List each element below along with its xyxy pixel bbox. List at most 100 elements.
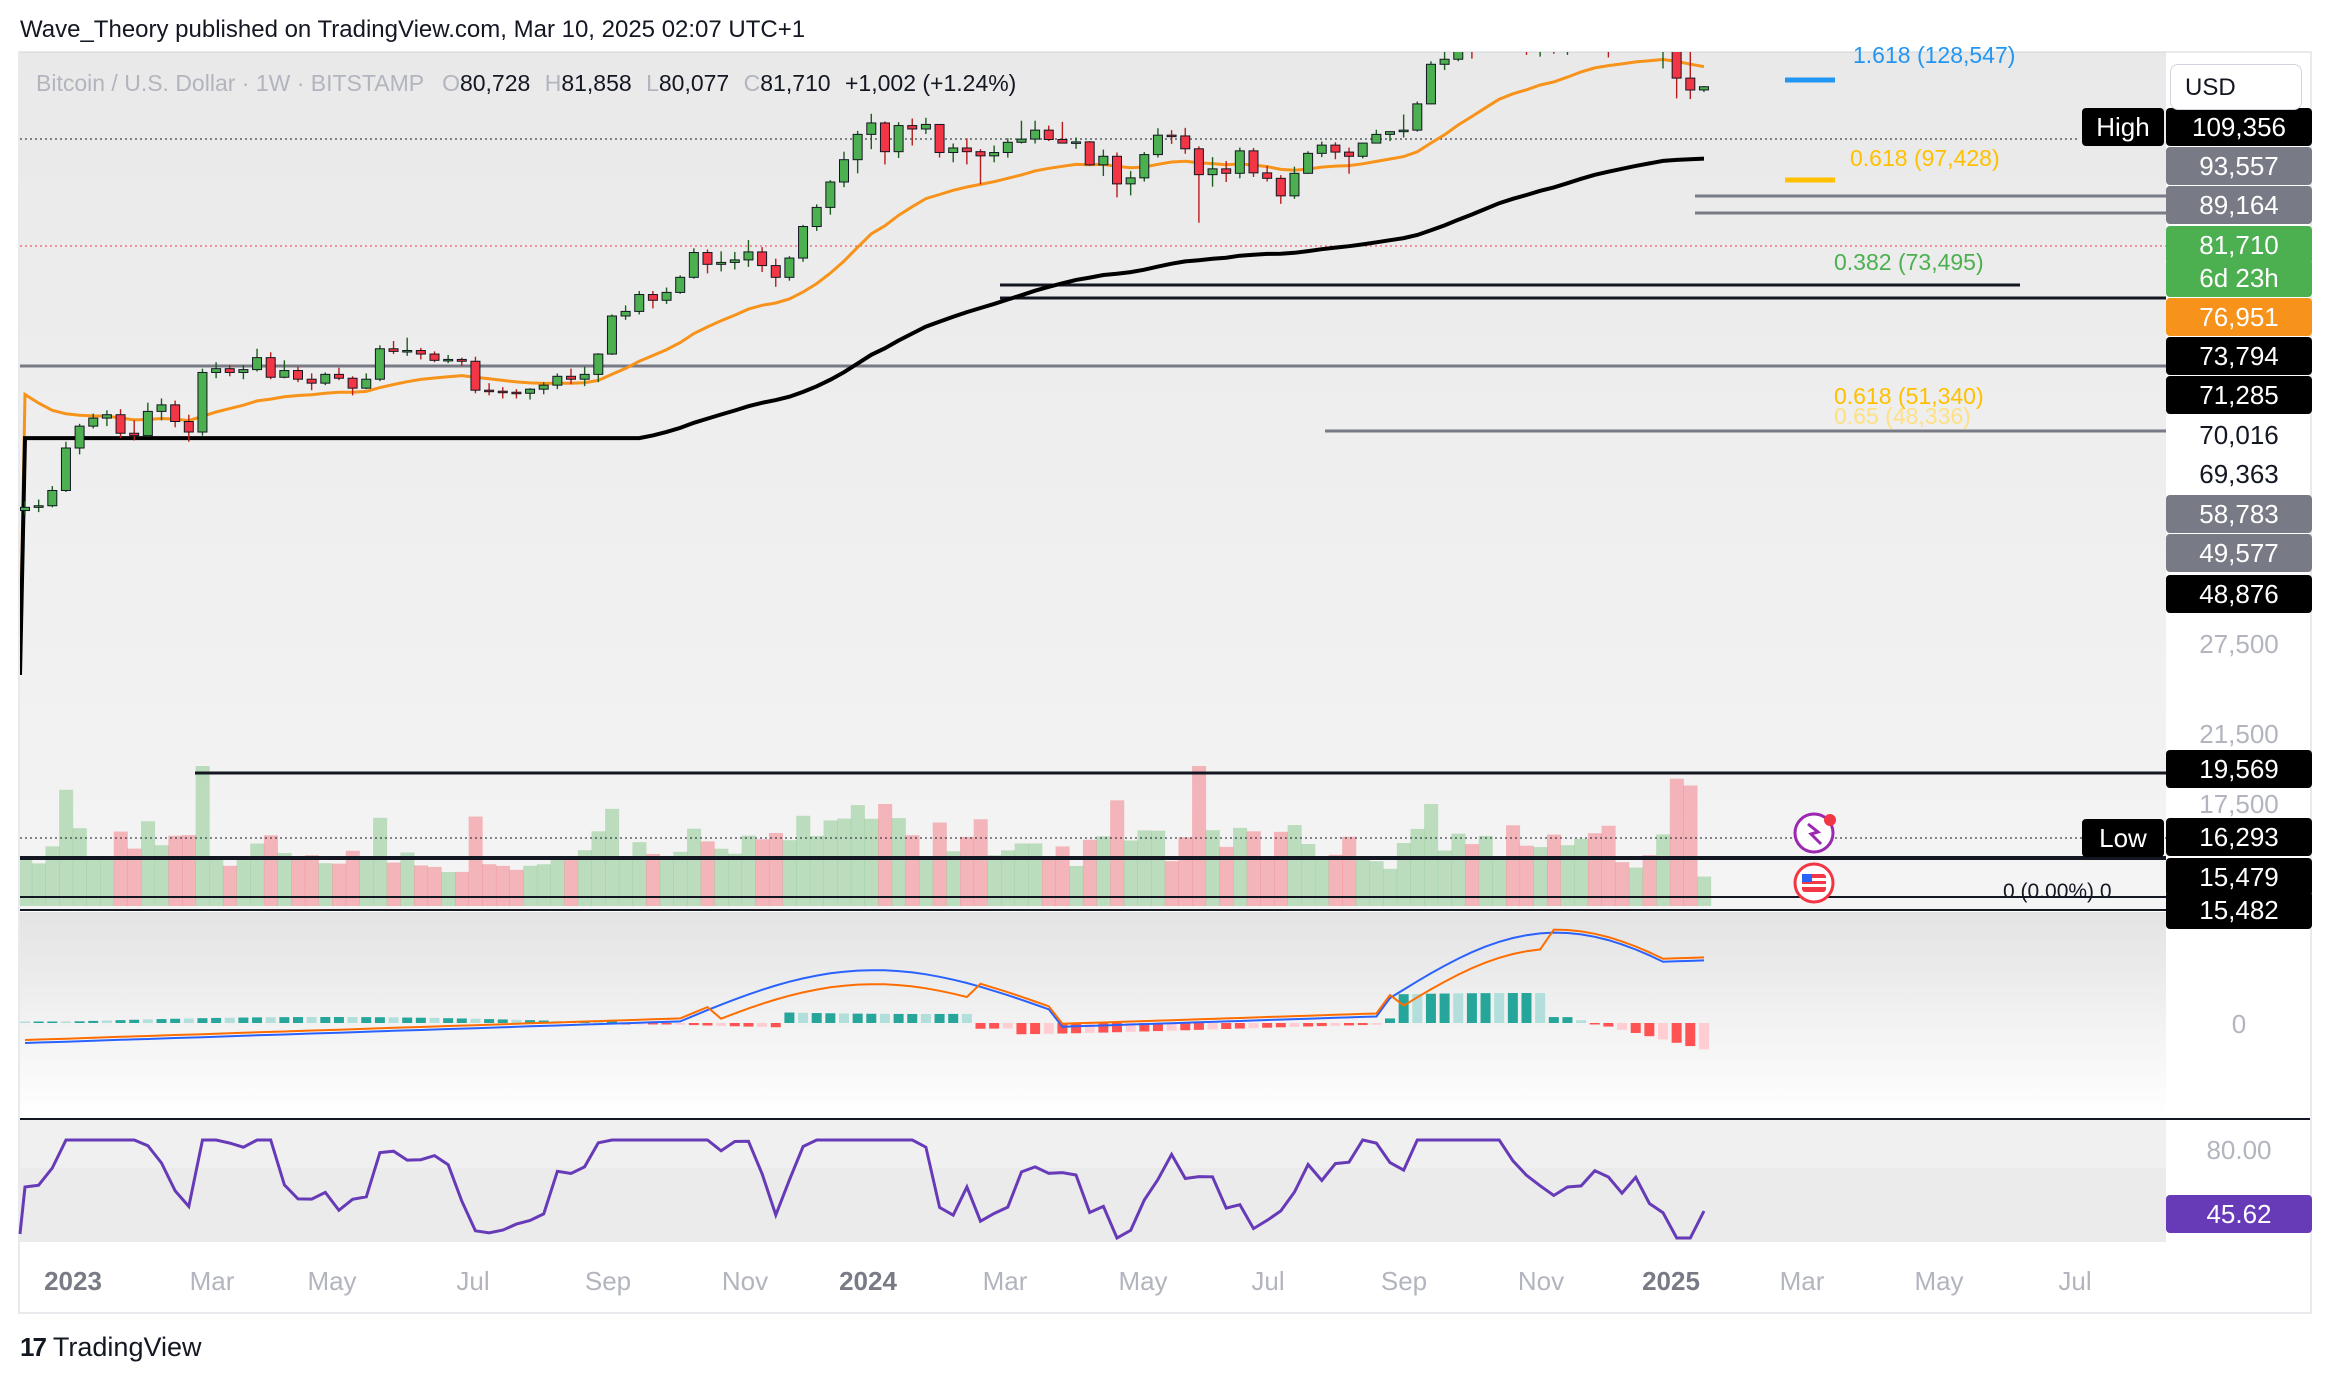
candle-body[interactable] (443, 358, 454, 362)
candle-body[interactable] (265, 357, 276, 378)
candle-body[interactable] (183, 421, 194, 433)
candle-body[interactable] (402, 350, 413, 353)
candle-body[interactable] (1549, 37, 1558, 48)
candle-body[interactable] (197, 371, 208, 433)
candle-body[interactable] (1166, 134, 1177, 138)
candle-body[interactable] (606, 315, 617, 355)
candle-body[interactable] (1398, 129, 1409, 133)
candle-body[interactable] (1016, 138, 1027, 143)
candle-body[interactable] (470, 360, 481, 391)
candle-body[interactable] (975, 151, 986, 157)
candle-body[interactable] (879, 122, 890, 153)
candle-body[interactable] (1289, 172, 1300, 197)
candle-body[interactable] (88, 417, 99, 427)
candle-body[interactable] (920, 123, 931, 130)
candle-body[interactable] (211, 368, 222, 373)
candle-body[interactable] (238, 369, 249, 373)
time-axis[interactable]: 2023 Mar May Jul Sep Nov 2024 Mar May Jul Sep Nov 20… (44, 1266, 2092, 1296)
candle-body[interactable] (1453, 38, 1464, 60)
candle-body[interactable] (1234, 150, 1245, 174)
candle-body[interactable] (1536, 37, 1545, 49)
signal-line[interactable] (24, 928, 1705, 1041)
candle-body[interactable] (675, 276, 686, 293)
candle-body[interactable] (989, 152, 1000, 157)
candle-body[interactable] (1248, 150, 1259, 174)
candle-body[interactable] (293, 370, 303, 380)
candle-body[interactable] (1467, 38, 1476, 40)
candle-body[interactable] (129, 432, 140, 437)
candle-body[interactable] (156, 404, 167, 412)
candle-body[interactable] (1303, 152, 1314, 174)
candle-body[interactable] (279, 370, 290, 378)
candle-body[interactable] (1002, 141, 1013, 154)
candle-body[interactable] (1425, 63, 1436, 105)
candle-body[interactable] (1371, 133, 1382, 144)
candle-body[interactable] (866, 122, 877, 135)
candle-body[interactable] (1071, 141, 1082, 144)
candle-body[interactable] (1098, 155, 1109, 166)
candle-body[interactable] (1125, 177, 1136, 185)
candle-body[interactable] (1385, 131, 1395, 135)
candle-body[interactable] (1563, 30, 1572, 48)
candle-body[interactable] (361, 378, 372, 389)
candle-body[interactable] (224, 368, 235, 373)
ema-fast-line[interactable] (20, 57, 1705, 658)
candle-body[interactable] (525, 388, 536, 394)
candle-body[interactable] (893, 125, 904, 153)
rsi-line[interactable] (18, 1138, 1706, 1241)
candle-body[interactable] (484, 389, 495, 393)
candle-body[interactable] (784, 257, 795, 278)
candle-body[interactable] (33, 505, 44, 508)
candle-body[interactable] (252, 357, 263, 371)
candle-body[interactable] (593, 353, 604, 375)
candle-body[interactable] (1590, 21, 1599, 27)
candle-body[interactable] (948, 147, 959, 154)
candle-body[interactable] (1645, 39, 1654, 44)
candle-body[interactable] (552, 375, 563, 386)
candle-body[interactable] (961, 147, 972, 153)
candle-body[interactable] (60, 447, 71, 491)
candle-body[interactable] (688, 252, 699, 278)
candle-body[interactable] (907, 125, 918, 130)
candle-body[interactable] (47, 489, 58, 507)
candle-body[interactable] (729, 259, 740, 263)
candle-body[interactable] (1221, 168, 1232, 174)
candle-body[interactable] (1084, 141, 1095, 166)
candle-body[interactable] (647, 294, 658, 301)
candle-body[interactable] (511, 391, 522, 395)
candle-body[interactable] (1671, 44, 1682, 79)
candle-body[interactable] (142, 410, 153, 437)
candle-body[interactable] (74, 425, 85, 449)
candle-body[interactable] (1631, 39, 1640, 42)
candle-body[interactable] (1357, 142, 1368, 157)
candle-body[interactable] (1152, 134, 1163, 156)
candle-body[interactable] (702, 252, 713, 265)
candle-body[interactable] (374, 348, 385, 380)
candle-body[interactable] (1275, 177, 1286, 197)
candle-body[interactable] (1330, 144, 1341, 153)
candle-body[interactable] (170, 404, 181, 423)
ema-slow-line[interactable] (20, 156, 1705, 676)
candle-body[interactable] (716, 261, 727, 265)
candle-body[interactable] (1043, 129, 1054, 140)
currency-button[interactable]: USD (2170, 64, 2302, 110)
candle-body[interactable] (1604, 27, 1613, 40)
candle-body[interactable] (1495, 22, 1504, 30)
candle-body[interactable] (661, 291, 672, 301)
candles[interactable] (20, 9, 1709, 516)
candle-body[interactable] (1412, 103, 1423, 131)
candle-body[interactable] (333, 373, 344, 379)
candle-body[interactable] (1659, 44, 1668, 46)
candle-body[interactable] (852, 133, 863, 161)
candle-body[interactable] (757, 251, 768, 267)
candle-body[interactable] (320, 373, 331, 384)
candle-body[interactable] (1316, 144, 1327, 154)
candle-body[interactable] (456, 358, 467, 362)
tradingview-footer[interactable]: 17 TradingView (20, 1332, 202, 1363)
event-icons[interactable] (1793, 812, 1836, 904)
candle-body[interactable] (770, 265, 781, 278)
candle-body[interactable] (388, 348, 399, 352)
candle-body[interactable] (1508, 22, 1517, 41)
candle-body[interactable] (934, 123, 945, 154)
